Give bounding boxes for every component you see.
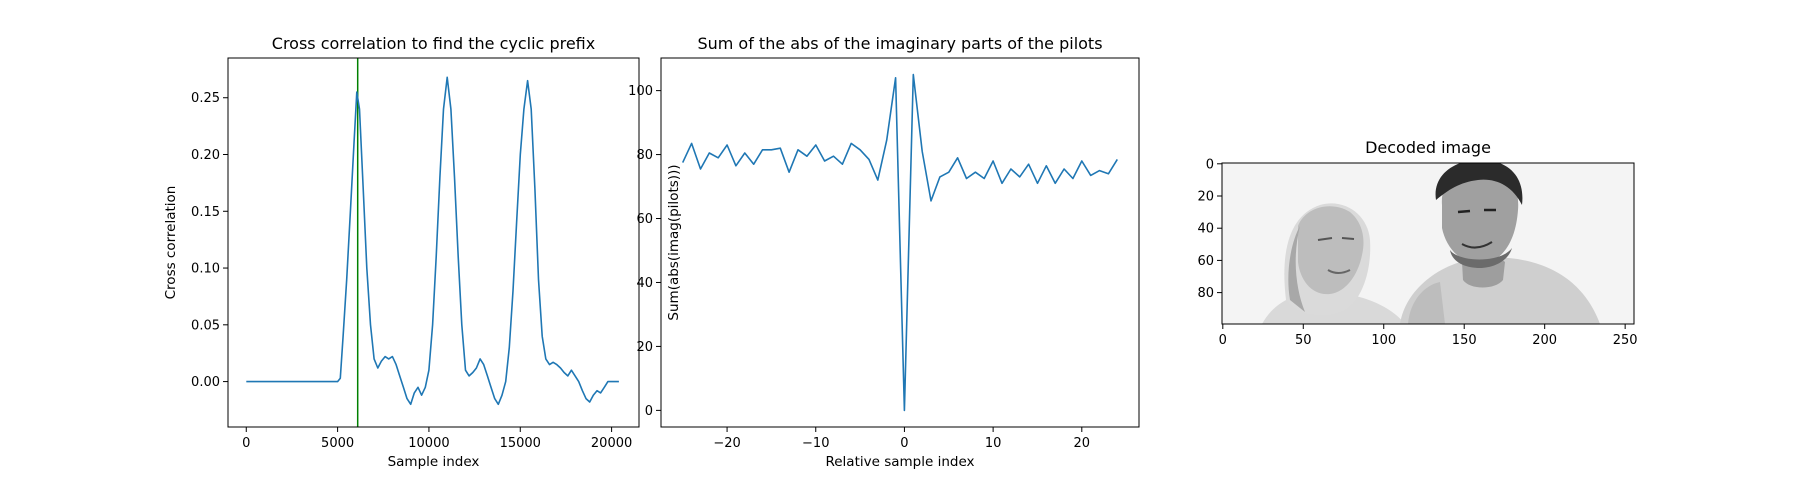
axes-frame-1 <box>227 57 640 428</box>
x-axis-label-1: Sample index <box>388 454 480 470</box>
x-tick-label: 0 <box>1219 333 1227 348</box>
x-tick-label: 150 <box>1452 333 1477 348</box>
y-tick-label: 60 <box>1197 254 1214 269</box>
y-ticks-2: 0 20 40 60 80 100 <box>628 84 661 419</box>
y-tick-label: 0.15 <box>191 205 220 220</box>
y-tick-label: 80 <box>636 148 653 163</box>
chart-title-1: Cross correlation to find the cyclic pre… <box>272 34 595 53</box>
x-tick-label: 20000 <box>591 436 632 451</box>
plot-area-1 <box>228 58 639 427</box>
y-tick-label: 0 <box>1206 157 1214 172</box>
x-axis-label-2: Relative sample index <box>825 454 974 470</box>
axes-frame-3 <box>1221 162 1635 325</box>
x-tick-label: 0 <box>900 436 908 451</box>
x-ticks-3: 0 50 100 150 200 250 <box>1219 324 1638 348</box>
chart-title-2: Sum of the abs of the imaginary parts of… <box>697 34 1102 53</box>
x-tick-label: 250 <box>1613 333 1638 348</box>
cross-correlation-line <box>246 76 619 406</box>
y-tick-label: 0.10 <box>191 262 220 277</box>
x-ticks-2: −20 −10 0 10 20 <box>713 427 1090 451</box>
man-figure <box>1400 163 1600 324</box>
chart-decoded-image: 0 50 100 150 200 250 0 20 40 60 80 Decoded image <box>1197 138 1637 348</box>
y-tick-label: 20 <box>1197 190 1214 205</box>
x-tick-label: 20 <box>1074 436 1091 451</box>
y-tick-label: 100 <box>628 84 653 99</box>
y-ticks-3: 0 20 40 60 80 <box>1197 157 1222 301</box>
y-tick-label: 0 <box>645 404 653 419</box>
chart-title-3: Decoded image <box>1365 138 1491 157</box>
y-tick-label: 60 <box>636 212 653 227</box>
x-tick-label: 200 <box>1532 333 1557 348</box>
y-tick-label: 0.05 <box>191 318 220 333</box>
y-tick-label: 0.20 <box>191 148 220 163</box>
y-tick-label: 20 <box>636 340 653 355</box>
x-ticks-1: 0 5000 10000 15000 20000 <box>242 427 632 451</box>
chart-imaginary-pilots: −20 −10 0 10 20 0 20 40 60 80 100 Sum of the abs … <box>628 34 1140 470</box>
x-tick-label: −10 <box>802 436 829 451</box>
y-axis-label-2: Sum(abs(imag(pilots))) <box>666 164 682 320</box>
chart-cross-correlation: 0 5000 10000 15000 20000 0.00 0.05 0.10 0.15 0.2… <box>163 34 640 470</box>
x-tick-label: 50 <box>1295 333 1312 348</box>
axes-frame-2 <box>660 57 1140 428</box>
decoded-image <box>1222 163 1634 324</box>
x-tick-label: 100 <box>1371 333 1396 348</box>
y-tick-label: 40 <box>1197 222 1214 237</box>
x-tick-label: 15000 <box>500 436 541 451</box>
x-tick-label: 10000 <box>408 436 449 451</box>
y-tick-label: 40 <box>636 276 653 291</box>
y-tick-label: 80 <box>1197 286 1214 301</box>
y-tick-label: 0.25 <box>191 91 220 106</box>
x-tick-label: 10 <box>985 436 1002 451</box>
x-tick-label: −20 <box>713 436 740 451</box>
woman-figure <box>1262 203 1405 324</box>
y-ticks-1: 0.00 0.05 0.10 0.15 0.20 0.25 <box>191 91 228 390</box>
x-tick-label: 0 <box>242 436 250 451</box>
x-tick-label: 5000 <box>321 436 354 451</box>
y-tick-label: 0.00 <box>191 375 220 390</box>
y-axis-label-1: Cross correlation <box>163 186 179 300</box>
pilots-imag-sum-line <box>681 73 1118 412</box>
